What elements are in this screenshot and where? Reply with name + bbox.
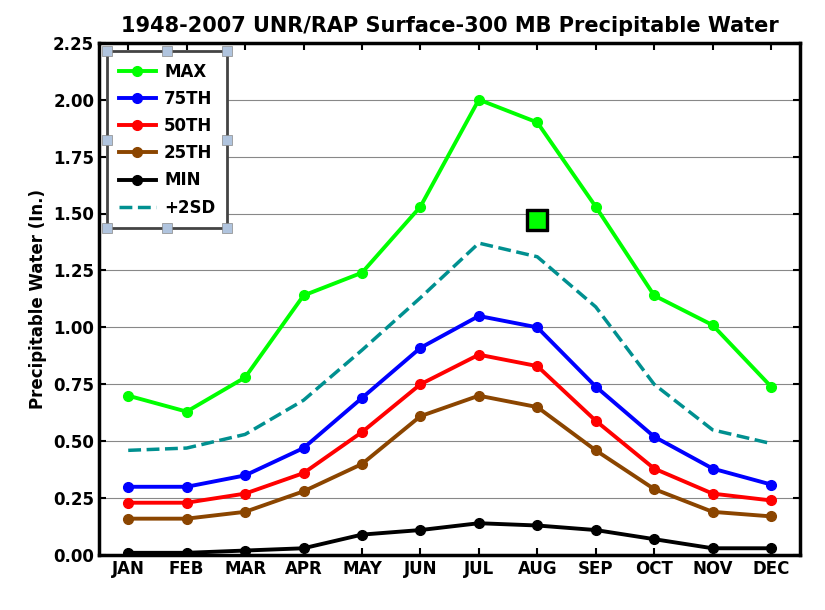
Line: 75TH: 75TH <box>124 311 775 492</box>
MIN <box>240 547 250 554</box>
Legend: MAX, 75TH, 50TH, 25TH, MIN, +2SD: MAX, 75TH, 50TH, 25TH, MIN, +2SD <box>107 51 227 228</box>
MIN <box>357 531 367 538</box>
75TH <box>591 383 601 390</box>
+2SD <box>123 447 133 454</box>
25TH <box>357 461 367 468</box>
25TH <box>299 487 309 495</box>
50TH <box>708 490 718 497</box>
+2SD <box>240 431 250 438</box>
MAX <box>240 374 250 381</box>
+2SD <box>182 445 191 452</box>
75TH <box>182 483 191 490</box>
25TH <box>123 515 133 522</box>
MIN <box>123 549 133 556</box>
50TH <box>591 417 601 425</box>
MIN <box>416 526 426 534</box>
50TH <box>416 381 426 388</box>
+2SD <box>649 381 659 388</box>
MAX <box>591 203 601 210</box>
50TH <box>240 490 250 497</box>
MIN <box>708 545 718 552</box>
Line: +2SD: +2SD <box>128 243 771 450</box>
75TH <box>240 472 250 479</box>
+2SD <box>416 294 426 301</box>
Title: 1948-2007 UNR/RAP Surface-300 MB Precipitable Water: 1948-2007 UNR/RAP Surface-300 MB Precipi… <box>120 16 779 35</box>
50TH <box>649 465 659 472</box>
MAX <box>357 269 367 276</box>
75TH <box>123 483 133 490</box>
Line: 25TH: 25TH <box>124 391 775 523</box>
MIN <box>474 520 483 527</box>
+2SD <box>766 440 776 447</box>
+2SD <box>708 426 718 434</box>
MIN <box>182 549 191 556</box>
50TH <box>532 362 542 370</box>
MIN <box>591 526 601 534</box>
25TH <box>766 513 776 520</box>
25TH <box>240 508 250 515</box>
MIN <box>532 522 542 529</box>
25TH <box>649 486 659 493</box>
75TH <box>474 312 483 320</box>
MAX <box>416 203 426 210</box>
25TH <box>474 392 483 400</box>
MIN <box>649 536 659 543</box>
25TH <box>182 515 191 522</box>
MAX <box>649 292 659 299</box>
MAX <box>532 119 542 126</box>
75TH <box>766 481 776 488</box>
+2SD <box>591 303 601 310</box>
MAX <box>766 383 776 390</box>
25TH <box>708 508 718 515</box>
Line: 50TH: 50TH <box>124 350 775 508</box>
+2SD <box>532 253 542 260</box>
25TH <box>416 412 426 420</box>
50TH <box>299 470 309 477</box>
50TH <box>123 499 133 506</box>
75TH <box>708 465 718 472</box>
MAX <box>123 392 133 400</box>
75TH <box>532 324 542 331</box>
Y-axis label: Precipitable Water (In.): Precipitable Water (In.) <box>30 189 48 409</box>
25TH <box>532 403 542 411</box>
Line: MIN: MIN <box>124 518 775 558</box>
50TH <box>182 499 191 506</box>
75TH <box>649 433 659 440</box>
MIN <box>299 545 309 552</box>
50TH <box>357 428 367 436</box>
75TH <box>357 394 367 401</box>
50TH <box>766 497 776 504</box>
+2SD <box>299 396 309 404</box>
MAX <box>299 292 309 299</box>
75TH <box>299 445 309 452</box>
MAX <box>708 321 718 329</box>
Line: MAX: MAX <box>124 95 775 417</box>
+2SD <box>474 240 483 247</box>
MAX <box>182 408 191 415</box>
75TH <box>416 344 426 351</box>
25TH <box>591 447 601 454</box>
MIN <box>766 545 776 552</box>
MAX <box>474 96 483 103</box>
50TH <box>474 351 483 358</box>
+2SD <box>357 346 367 354</box>
